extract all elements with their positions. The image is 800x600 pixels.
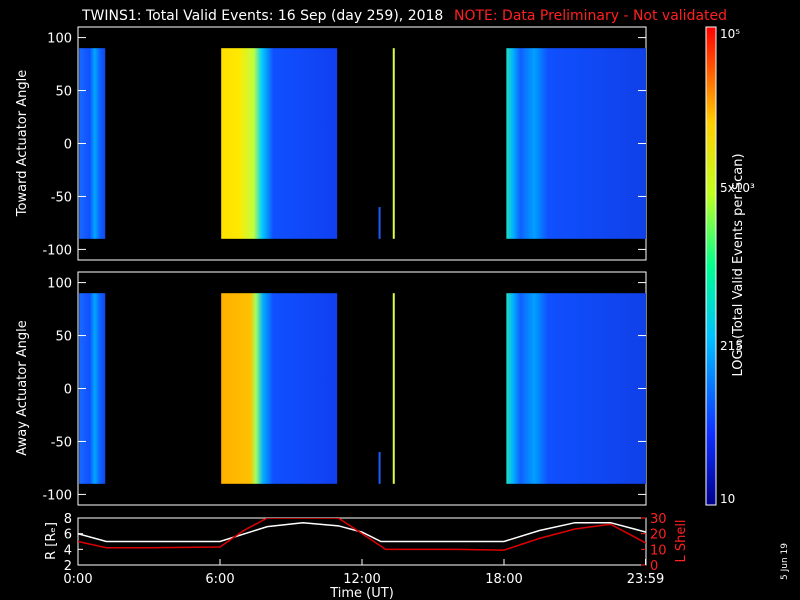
- panel-away: 100 50 0 -50 -100 Away Actuator Angle: [15, 271, 647, 506]
- toward-y-label: Toward Actuator Angle: [15, 70, 30, 217]
- away-ytick-label-2: 0: [64, 383, 72, 398]
- away-segment-3: [392, 293, 395, 484]
- away-segment-2: [378, 452, 381, 484]
- orbit-series-0: [78, 521, 646, 543]
- away-ytick-label-4: -100: [42, 488, 72, 503]
- time-tick-label-3: 18:00: [485, 572, 522, 587]
- toward-segment-4: [506, 48, 646, 239]
- figure-title: TWINS1: Total Valid Events: 16 Sep (day …: [81, 8, 443, 24]
- colorbar-tick-max: 10⁵: [720, 27, 740, 41]
- lshell-tick-label-3: 0: [650, 559, 658, 574]
- toward-ytick-label-4: -100: [42, 243, 72, 258]
- orbit-series-1: [78, 518, 646, 551]
- lshell-axis-label: L Shell: [674, 519, 689, 562]
- time-axis-label: Time (UT): [329, 586, 394, 600]
- panel-toward: 100 50 0 -50 -100 Toward Actuator Angle: [15, 26, 647, 261]
- away-ytick-label-0: 100: [47, 277, 72, 292]
- away-ytick-label-3: -50: [51, 435, 72, 450]
- colorbar-tick-min: 10: [720, 492, 735, 506]
- toward-ytick-label-0: 100: [47, 32, 72, 47]
- toward-y-axis: 100 50 0 -50 -100: [42, 32, 646, 258]
- time-tick-label-2: 12:00: [343, 572, 380, 587]
- toward-segment-3: [392, 48, 395, 239]
- radius-tick-label-0: 8: [64, 512, 72, 527]
- radius-tick-label-1: 6: [64, 528, 72, 543]
- date-stamp: 5 Jun 19: [780, 543, 790, 580]
- radius-tick-label-3: 2: [64, 559, 72, 574]
- colorbar-gradient: [705, 26, 717, 506]
- away-y-axis: 100 50 0 -50 -100: [42, 277, 646, 503]
- time-tick-label-1: 6:00: [205, 572, 234, 587]
- radius-tick-label-2: 4: [64, 543, 72, 558]
- away-heatmap: [79, 293, 646, 484]
- toward-ytick-label-1: 50: [55, 85, 72, 100]
- toward-ytick-label-2: 0: [64, 138, 72, 153]
- time-tick-label-4: 23:59: [627, 572, 664, 587]
- lshell-tick-label-1: 20: [650, 528, 667, 543]
- colorbar: 10 215 5x10³ 10⁵ LOG₁₀(Total Valid Event…: [705, 26, 755, 506]
- toward-segment-2: [378, 207, 381, 239]
- time-tick-label-0: 0:00: [63, 572, 92, 587]
- away-ytick-label-1: 50: [55, 330, 72, 345]
- orbit-lines: [78, 518, 646, 551]
- radius-axis-label: R [Rₑ]: [44, 522, 59, 560]
- away-y-label: Away Actuator Angle: [15, 320, 30, 455]
- preliminary-note: NOTE: Data Preliminary - Not validated: [454, 8, 727, 24]
- away-segment-4: [506, 293, 646, 484]
- colorbar-tick-mid-high: 5x10³: [720, 181, 755, 195]
- colorbar-label: LOG₁₀(Total Valid Events per Scan): [731, 153, 746, 376]
- toward-heatmap: [79, 48, 646, 239]
- toward-ytick-label-3: -50: [51, 190, 72, 205]
- away-segment-1: [221, 293, 338, 484]
- lshell-tick-label-0: 30: [650, 512, 667, 527]
- time-axis: 0:00 6:00 12:00 18:00 23:59: [63, 559, 664, 587]
- colorbar-tick-mid-low: 215: [720, 339, 743, 353]
- toward-segment-1: [221, 48, 338, 239]
- lshell-tick-label-2: 10: [650, 543, 667, 558]
